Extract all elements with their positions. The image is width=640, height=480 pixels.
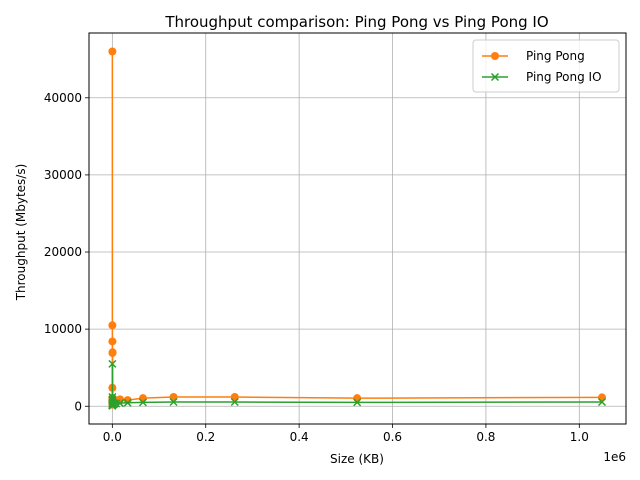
data-point-ping-pong-io	[138, 398, 147, 407]
legend-label-ping-pong: Ping Pong	[526, 49, 585, 63]
x-tick-label: 0.4	[290, 430, 309, 444]
data-point-ping-pong	[138, 394, 147, 403]
y-tick-label: 40000	[44, 91, 82, 105]
y-tick-label: 30000	[44, 168, 82, 182]
data-point-ping-pong-io	[115, 399, 125, 408]
data-point-ping-pong-io	[597, 397, 607, 407]
x-tick-label: 0.6	[383, 430, 402, 444]
data-point-ping-pong	[108, 321, 117, 330]
data-point-ping-pong-io	[353, 398, 362, 407]
series-ping-pong-io	[108, 359, 607, 410]
x-tick-label: 0.8	[476, 430, 495, 444]
data-point-ping-pong-io	[169, 397, 178, 407]
y-tick-label: 10000	[44, 322, 82, 336]
legend-box	[472, 39, 620, 93]
data-point-ping-pong	[108, 47, 117, 56]
x-tick-label: 1.0	[570, 430, 589, 444]
legend: Ping Pong Ping Pong IO	[472, 39, 620, 93]
legend-label-ping-pong-io: Ping Pong IO	[526, 70, 602, 84]
data-point-ping-pong	[353, 394, 362, 403]
data-point-ping-pong	[108, 348, 117, 357]
series-layer	[108, 47, 607, 410]
legend-marker-ping-pong	[491, 52, 499, 60]
x-axis-ticks: 0.0 0.2 0.4 0.6 0.8 1.0	[103, 424, 589, 444]
chart-title: Throughput comparison: Ping Pong vs Ping…	[164, 13, 548, 31]
data-point-ping-pong-io	[123, 398, 132, 407]
data-point-ping-pong-io	[108, 359, 117, 368]
y-tick-label: 20000	[44, 245, 82, 259]
x-tick-label: 0.0	[103, 430, 122, 444]
grid	[89, 33, 626, 424]
x-axis-offset-label: 1e6	[603, 450, 626, 464]
y-axis-label: Throughput (Mbytes/s)	[14, 164, 28, 302]
data-point-ping-pong-io	[230, 397, 239, 407]
plot-frame	[88, 32, 627, 425]
data-point-ping-pong	[108, 337, 117, 346]
y-axis-ticks: 0 10000 20000 30000 40000	[44, 91, 89, 413]
x-axis-label: Size (KB)	[330, 452, 384, 466]
legend-marker-ping-pong-io	[490, 72, 500, 82]
y-tick-label: 0	[74, 399, 82, 413]
x-tick-label: 0.2	[196, 430, 215, 444]
